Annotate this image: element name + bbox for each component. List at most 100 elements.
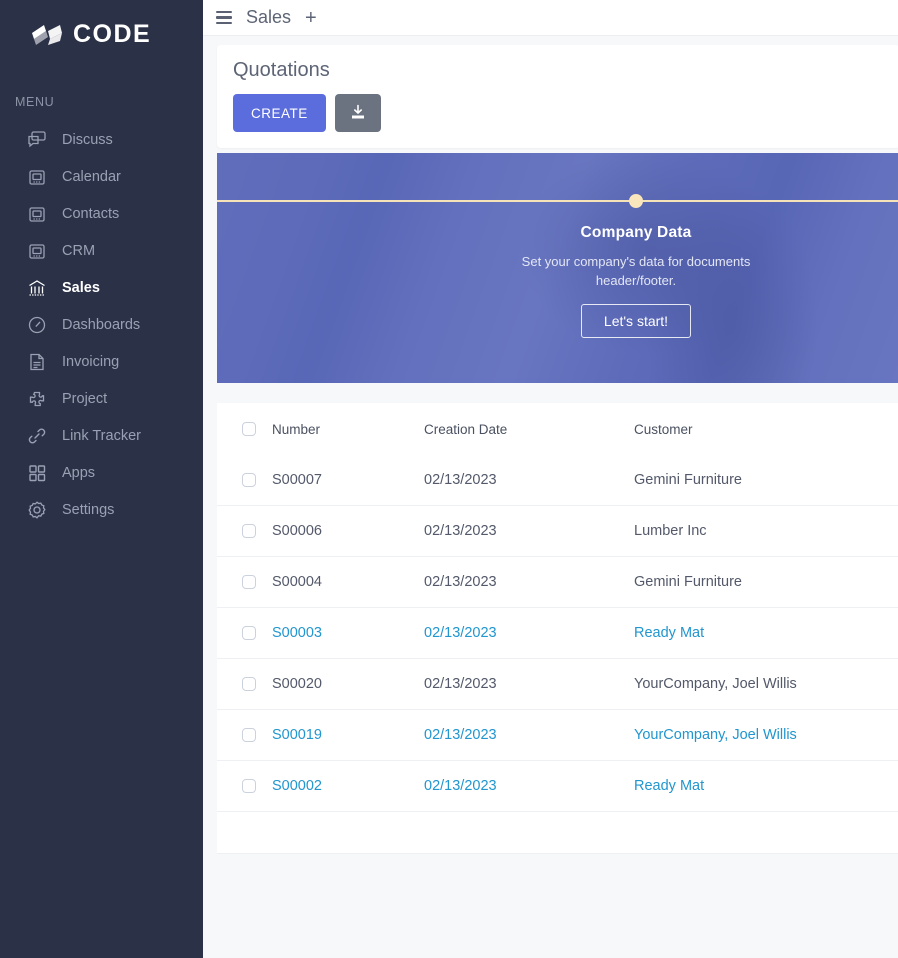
- sidebar-item-link-tracker[interactable]: Link Tracker: [0, 417, 203, 454]
- sidebar-item-sales[interactable]: Sales: [0, 269, 203, 306]
- cell-customer: Ready Mat: [634, 778, 705, 794]
- calendar-icon: [26, 166, 48, 188]
- select-all-cell: [225, 422, 272, 436]
- invoice-document-icon: [26, 351, 48, 373]
- sidebar-item-calendar[interactable]: Calendar: [0, 158, 203, 195]
- cell-customer: YourCompany, Joel Willis: [634, 727, 797, 743]
- sidebar-item-label: Apps: [62, 464, 96, 481]
- column-header-customer[interactable]: Customer: [634, 421, 693, 437]
- row-checkbox[interactable]: [241, 626, 256, 640]
- sidebar-item-contacts[interactable]: Contacts: [0, 195, 203, 232]
- row-select-cell: [225, 575, 272, 589]
- cell-creation-date: 02/13/2023: [424, 727, 497, 743]
- brand-name: CODE: [73, 20, 152, 48]
- select-all-checkbox[interactable]: [241, 422, 256, 436]
- table-row[interactable]: S00004 02/13/2023 Gemini Furniture: [217, 557, 898, 608]
- banner-steps: Company Data Set your company's data for…: [217, 153, 898, 383]
- sidebar-nav: Discuss Calendar: [0, 121, 203, 528]
- onboarding-banner: Company Data Set your company's data for…: [217, 153, 898, 383]
- main-content: Sales + Quotations CREATE: [203, 0, 898, 958]
- row-checkbox[interactable]: [241, 575, 256, 589]
- sidebar-item-discuss[interactable]: Discuss: [0, 121, 203, 158]
- sidebar-item-label: Contacts: [62, 205, 120, 222]
- sidebar-item-label: Dashboards: [62, 316, 141, 333]
- table-header-row: Number Creation Date Customer: [217, 403, 898, 455]
- cell-number: S00019: [272, 727, 322, 743]
- sidebar-item-label: Discuss: [62, 131, 113, 148]
- action-button-row: CREATE: [233, 94, 884, 132]
- table-row[interactable]: S00006 02/13/2023 Lumber Inc: [217, 506, 898, 557]
- cell-customer: Gemini Furniture: [634, 574, 742, 590]
- table-row[interactable]: S00007 02/13/2023 Gemini Furniture: [217, 455, 898, 506]
- row-checkbox[interactable]: [241, 728, 256, 742]
- row-checkbox[interactable]: [241, 677, 256, 691]
- cell-customer: Lumber Inc: [634, 523, 707, 539]
- top-navbar: Sales +: [203, 0, 898, 36]
- cell-number: S00003: [272, 625, 322, 641]
- table-row[interactable]: S00020 02/13/2023 YourCompany, Joel Will…: [217, 659, 898, 710]
- row-select-cell: [225, 677, 272, 691]
- brand-logo[interactable]: CODE: [0, 0, 203, 47]
- sidebar-item-label: Invoicing: [62, 353, 120, 370]
- row-checkbox[interactable]: [241, 473, 256, 487]
- table-row[interactable]: S00019 02/13/2023 YourCompany, Joel Will…: [217, 710, 898, 761]
- crm-icon: [26, 240, 48, 262]
- onboarding-step-company-data: Company Data Set your company's data for…: [516, 153, 756, 338]
- sidebar-item-project[interactable]: Project: [0, 380, 203, 417]
- row-checkbox[interactable]: [241, 779, 256, 793]
- row-select-cell: [225, 626, 272, 640]
- sidebar-item-apps[interactable]: Apps: [0, 454, 203, 491]
- table-row[interactable]: S00002 02/13/2023 Ready Mat: [217, 761, 898, 812]
- table-empty-row: [217, 812, 898, 854]
- sidebar-section-label: MENU: [15, 95, 55, 109]
- code-chevrons-icon: [30, 24, 64, 46]
- table-footer-area: [217, 858, 898, 954]
- hamburger-icon[interactable]: [216, 11, 232, 24]
- bank-building-icon: [26, 277, 48, 299]
- sidebar-item-label: CRM: [62, 242, 96, 259]
- cell-customer: Ready Mat: [634, 625, 705, 641]
- row-select-cell: [225, 524, 272, 538]
- sidebar-item-label: Link Tracker: [62, 427, 141, 444]
- row-select-cell: [225, 473, 272, 487]
- cell-creation-date: 02/13/2023: [424, 574, 497, 590]
- sidebar-item-invoicing[interactable]: Invoicing: [0, 343, 203, 380]
- row-select-cell: [225, 728, 272, 742]
- sidebar-item-crm[interactable]: CRM: [0, 232, 203, 269]
- banner-color-overlay: [217, 153, 898, 383]
- sidebar-item-settings[interactable]: Settings: [0, 491, 203, 528]
- add-tab-button[interactable]: +: [305, 6, 317, 29]
- progress-line: [217, 200, 898, 202]
- contacts-icon: [26, 203, 48, 225]
- gear-icon: [26, 499, 48, 521]
- chat-bubbles-icon: [26, 129, 48, 151]
- step-description: Set your company's data for documents he…: [521, 254, 751, 288]
- cell-creation-date: 02/13/2023: [424, 472, 497, 488]
- row-checkbox[interactable]: [241, 524, 256, 538]
- cell-number: S00002: [272, 778, 322, 794]
- sidebar-item-label: Calendar: [62, 168, 121, 185]
- sidebar-item-dashboards[interactable]: Dashboards: [0, 306, 203, 343]
- cell-creation-date: 02/13/2023: [424, 676, 497, 692]
- cell-number: S00006: [272, 523, 322, 539]
- link-chain-icon: [26, 425, 48, 447]
- gauge-icon: [26, 314, 48, 336]
- create-button[interactable]: CREATE: [233, 94, 326, 132]
- download-export-icon: [349, 103, 367, 124]
- sidebar: CODE MENU Discuss: [0, 0, 203, 958]
- page-title: Quotations: [233, 59, 330, 81]
- table-row[interactable]: S00003 02/13/2023 Ready Mat: [217, 608, 898, 659]
- cell-creation-date: 02/13/2023: [424, 778, 497, 794]
- puzzle-piece-icon: [26, 388, 48, 410]
- step-dot[interactable]: [629, 194, 643, 208]
- cell-creation-date: 02/13/2023: [424, 625, 497, 641]
- column-header-creation-date[interactable]: Creation Date: [424, 421, 508, 437]
- cell-creation-date: 02/13/2023: [424, 523, 497, 539]
- lets-start-button[interactable]: Let's start!: [580, 304, 692, 338]
- export-button[interactable]: [334, 94, 381, 132]
- column-header-number[interactable]: Number: [272, 421, 321, 437]
- cell-number: S00007: [272, 472, 322, 488]
- breadcrumb-app-name: Sales: [246, 7, 292, 27]
- cell-customer: YourCompany, Joel Willis: [634, 676, 797, 692]
